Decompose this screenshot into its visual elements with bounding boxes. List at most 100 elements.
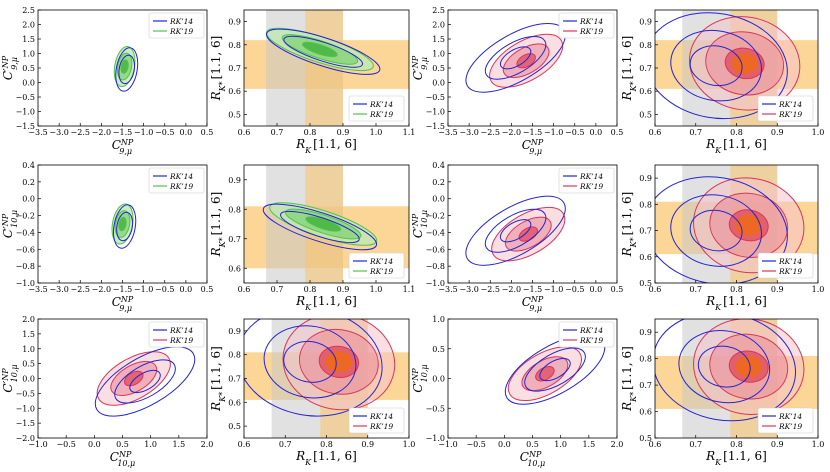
plot-area	[94, 346, 196, 417]
x-tick-label: 2.0	[611, 440, 624, 449]
y-tick-label: −0.5	[16, 389, 35, 398]
plot-area	[111, 203, 137, 249]
panel-p21: −3.5 −3.0 −2.5 −2.0 −1.5 −1.0 −0.5 0.0 0.5−1.0−0…	[1, 161, 214, 313]
plot-area	[244, 10, 409, 126]
x-axis-label: RK [1.1, 6]	[705, 449, 767, 467]
contour-2014-sigma2	[678, 330, 771, 404]
y-tick-label: 1.0	[22, 345, 35, 354]
y-tick-label: 0.5	[639, 279, 652, 288]
contour-2014-sigma2	[114, 359, 176, 404]
contour-2014-sigma1	[697, 345, 751, 388]
legend-label: RK’19	[169, 27, 193, 36]
y-axis-label: RK*[1.1, 6]	[209, 36, 227, 102]
legend-label: RK’19	[579, 336, 603, 345]
contour-2014-sigma1	[118, 54, 136, 85]
x-axis-label: RK [1.1, 6]	[295, 294, 357, 312]
x-tick-label: 0.6	[649, 440, 662, 449]
y-tick-label: −0.8	[426, 262, 445, 271]
y-tick-label: −0.5	[16, 93, 35, 102]
y-tick-label: 0.7	[228, 235, 241, 244]
y-tick-label: 0.6	[639, 87, 652, 96]
x-axis-label: CNP 9,μ	[522, 295, 544, 313]
y-tick-label: 0.9	[639, 328, 652, 337]
contour-2014-sigma3	[94, 346, 196, 417]
x-tick-label: −0.5	[466, 440, 485, 449]
legend-label: RK’19	[369, 267, 393, 276]
legend-label: RK’19	[369, 422, 393, 431]
legend-label: RK’19	[579, 182, 603, 191]
x-tick-label: −2.5	[481, 128, 500, 137]
x-tick-label: −3.0	[49, 285, 68, 294]
x-axis-label: RK [1.1, 6]	[295, 449, 357, 467]
plot-area	[465, 195, 566, 266]
contour-2014-sigma2	[524, 347, 586, 392]
y-tick-label: −1.0	[16, 404, 35, 413]
contour-2019-sigma1	[118, 216, 127, 232]
x-tick-label: −1.0	[544, 285, 563, 294]
x-tick-label: 0.8	[730, 440, 743, 449]
x-tick-label: −1.5	[113, 128, 132, 137]
contour-2014-sigma2	[115, 47, 139, 92]
y-tick-label: −1.5	[16, 122, 35, 131]
legend-box	[558, 167, 615, 194]
y-tick-label: −0.4	[426, 228, 445, 237]
contour-2014-sigma1	[689, 45, 743, 87]
y-tick-label: 0.8	[228, 205, 241, 214]
y-tick-label: −2.0	[16, 434, 35, 443]
legend-label: RK’14	[579, 172, 603, 181]
x-tick-label: 0.0	[180, 128, 193, 137]
x-tick-label: 1.0	[403, 440, 416, 449]
contour-2014-sigma1	[539, 357, 571, 382]
x-tick-label: 0.9	[771, 440, 784, 449]
y-tick-label: 0.5	[432, 345, 445, 354]
y-axis-label: C′NP10,μ	[1, 210, 19, 238]
y-tick-label: 0.4	[432, 161, 445, 170]
contour-2019-sigma1	[305, 216, 342, 232]
contour-2019-core	[325, 351, 353, 373]
y-tick-label: −1.0	[16, 108, 35, 117]
x-tick-label: 1.0	[370, 285, 383, 294]
y-tick-label: 0.6	[639, 408, 652, 417]
x-axis-label: CNP 9,μ	[112, 295, 134, 313]
y-tick-label: −1.0	[16, 279, 35, 288]
legend-label: RK’14	[579, 326, 603, 335]
y-tick-label: 1.5	[432, 35, 445, 44]
legend-label: RK’14	[778, 412, 802, 421]
contour-2019-core	[735, 355, 762, 378]
plot-area	[244, 319, 409, 438]
x-axis-label: CNP 9,μ	[522, 138, 544, 156]
y-tick-label: 0.2	[432, 178, 445, 187]
panel-p11: −3.5 −3.0 −2.5 −2.0 −1.5 −1.0 −0.5 0.0 0.5−1.5−1…	[1, 6, 214, 156]
x-tick-label: −1.5	[523, 128, 542, 137]
x-axis-label: RK [1.1, 6]	[295, 137, 357, 155]
x-tick-label: −3.5	[28, 285, 47, 294]
y-tick-label: 0.7	[639, 227, 652, 236]
y-tick-label: 0.0	[22, 79, 35, 88]
legend-label: RK’14	[169, 172, 193, 181]
legend-box	[558, 12, 615, 39]
x-tick-label: −0.5	[565, 128, 584, 137]
x-tick-label: 1.0	[370, 128, 383, 137]
y-tick-label: −0.2	[426, 212, 445, 221]
x-tick-label: −1.5	[113, 285, 132, 294]
x-tick-label: −0.5	[56, 440, 75, 449]
legend-label: RK’19	[778, 267, 802, 276]
contour-2014-sigma1	[116, 211, 134, 242]
y-tick-label: 0.8	[639, 41, 652, 50]
x-tick-label: 0.0	[88, 440, 101, 449]
plot-area	[655, 10, 818, 126]
x-tick-label: −1.0	[134, 285, 153, 294]
contour-2014-sigma3	[244, 319, 383, 417]
x-tick-label: 0.5	[611, 128, 624, 137]
y-tick-label: 0.5	[639, 110, 652, 119]
x-tick-label: 0.9	[771, 285, 784, 294]
legend-label: RK’19	[169, 336, 193, 345]
axes-frame	[243, 164, 410, 284]
legend-label: RK’14	[169, 17, 193, 26]
y-tick-label: 0.8	[228, 351, 241, 360]
contour-2014-sigma2	[263, 325, 357, 399]
x-tick-label: 0.6	[649, 128, 662, 137]
x-tick-label: 0.5	[611, 285, 624, 294]
x-tick-label: 0.5	[526, 440, 539, 449]
y-axis-label: RK*[1.1, 6]	[620, 346, 638, 412]
